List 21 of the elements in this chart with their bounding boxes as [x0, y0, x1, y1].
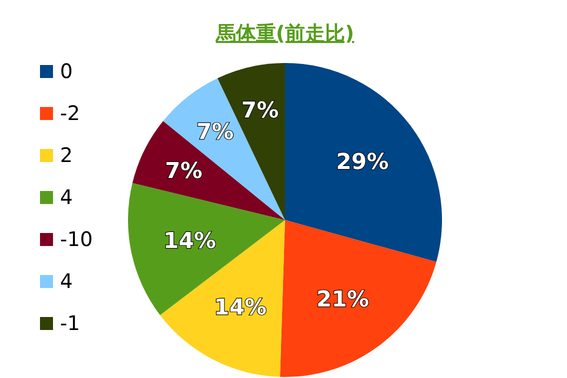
legend-label: -1	[60, 311, 80, 335]
legend-label: 0	[60, 59, 73, 83]
data-label: 14%	[214, 296, 267, 321]
pie-slice	[132, 121, 285, 220]
pie-slice	[163, 78, 285, 220]
data-label: 14%	[163, 228, 216, 254]
legend-label: -10	[60, 227, 93, 251]
legend-label: 2	[60, 143, 73, 167]
data-label: 7%	[241, 98, 279, 124]
pie-slice	[160, 220, 285, 377]
chart-title: 馬体重(前走比)	[214, 21, 354, 45]
data-label: 7%	[196, 120, 234, 146]
pie-slice	[128, 182, 285, 316]
data-label: 7%	[165, 158, 202, 184]
legend-label: -2	[60, 101, 80, 125]
data-label: 29%	[336, 150, 389, 176]
slice-label: 4	[60, 269, 73, 293]
data-label: 21%	[316, 287, 370, 312]
legend-label: 4	[60, 185, 73, 209]
pie-slice	[285, 63, 442, 262]
pie-slice	[280, 220, 436, 377]
